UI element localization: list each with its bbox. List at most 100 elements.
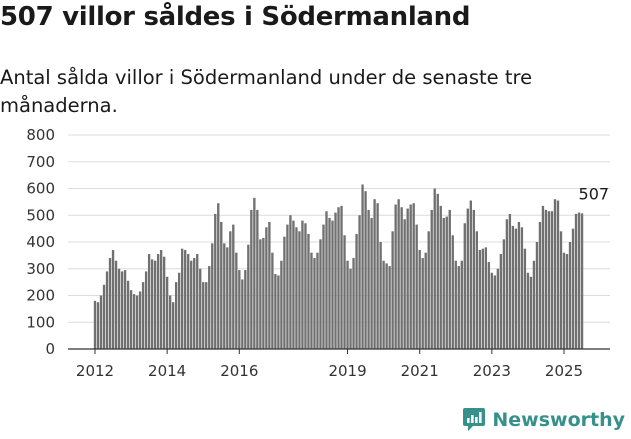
bar (283, 236, 286, 349)
bar (514, 228, 518, 350)
bar (307, 233, 310, 349)
x-tick-label: 2025 (545, 362, 583, 380)
bar (478, 250, 481, 349)
bar (250, 209, 253, 349)
bar (421, 258, 424, 349)
bar (120, 271, 124, 349)
bar (328, 217, 331, 349)
bar (304, 223, 307, 349)
chart-title: 507 villor såldes i Södermanland (0, 2, 471, 32)
bar (538, 221, 542, 349)
bar (117, 268, 121, 349)
bar (406, 208, 409, 349)
bar (481, 248, 484, 349)
bar (111, 250, 115, 349)
y-tick-label: 0 (45, 340, 55, 358)
bar (499, 254, 503, 349)
bar (96, 302, 100, 349)
bar (162, 256, 166, 349)
bar (123, 270, 127, 349)
bar (105, 271, 109, 349)
bar (409, 204, 412, 349)
bar (259, 239, 262, 349)
bar (553, 199, 557, 349)
bar (265, 227, 268, 349)
y-tick-label: 400 (26, 233, 55, 251)
bar (520, 227, 524, 349)
bar (493, 275, 497, 349)
bar (412, 203, 415, 349)
bar (147, 254, 151, 349)
brand-name: Newsworthy (492, 409, 625, 431)
bar (370, 217, 373, 349)
bar (220, 221, 223, 349)
bar (541, 205, 545, 349)
x-tick-label: 2023 (473, 362, 511, 380)
bar (460, 260, 463, 349)
bar (196, 254, 199, 349)
bar (394, 204, 397, 349)
y-tick-label: 200 (26, 287, 55, 305)
bar (247, 244, 250, 349)
bar (532, 260, 536, 349)
bar (211, 243, 214, 349)
bar (526, 272, 530, 349)
bar (352, 258, 355, 349)
bar (346, 260, 349, 349)
bar (229, 231, 232, 349)
bar (469, 200, 472, 349)
bar (322, 224, 325, 349)
bar (132, 294, 136, 349)
bar (208, 266, 211, 349)
bar (535, 242, 539, 349)
bar (313, 258, 316, 349)
bar (184, 250, 187, 349)
y-tick-label: 800 (26, 126, 55, 144)
bar (325, 211, 328, 349)
bar (340, 205, 343, 349)
bar (156, 254, 160, 349)
x-tick-label: 2012 (76, 362, 114, 380)
bar (511, 225, 515, 349)
bar (433, 188, 436, 349)
bar (367, 209, 370, 349)
bar (565, 254, 569, 349)
bar (355, 233, 358, 349)
bar (358, 215, 361, 349)
bar (556, 200, 560, 349)
bar (274, 274, 277, 349)
bar (349, 268, 352, 349)
y-tick-label: 300 (26, 260, 55, 278)
bar (508, 213, 512, 349)
bar (343, 235, 346, 349)
bar (559, 231, 563, 349)
bar (385, 263, 388, 349)
bar (214, 213, 217, 349)
bar (268, 221, 271, 349)
bar (424, 252, 427, 349)
bar (138, 291, 142, 349)
bar (436, 193, 439, 349)
bar (571, 228, 575, 350)
bar (181, 248, 184, 349)
y-tick-label: 700 (26, 153, 55, 171)
bar (153, 260, 157, 349)
bar (388, 266, 391, 349)
bar (547, 211, 551, 349)
bar (93, 300, 97, 349)
newsworthy-logo-icon (463, 408, 486, 431)
bar (418, 250, 421, 349)
bar (502, 239, 506, 349)
bar (562, 252, 566, 349)
bar (141, 282, 145, 350)
bar (574, 213, 578, 349)
bar (463, 223, 466, 349)
bar (286, 224, 289, 349)
bar (301, 220, 304, 349)
bar (376, 203, 379, 349)
bar (262, 237, 265, 349)
bar (244, 270, 247, 349)
y-tick-label: 100 (26, 313, 55, 331)
bar (108, 258, 112, 349)
